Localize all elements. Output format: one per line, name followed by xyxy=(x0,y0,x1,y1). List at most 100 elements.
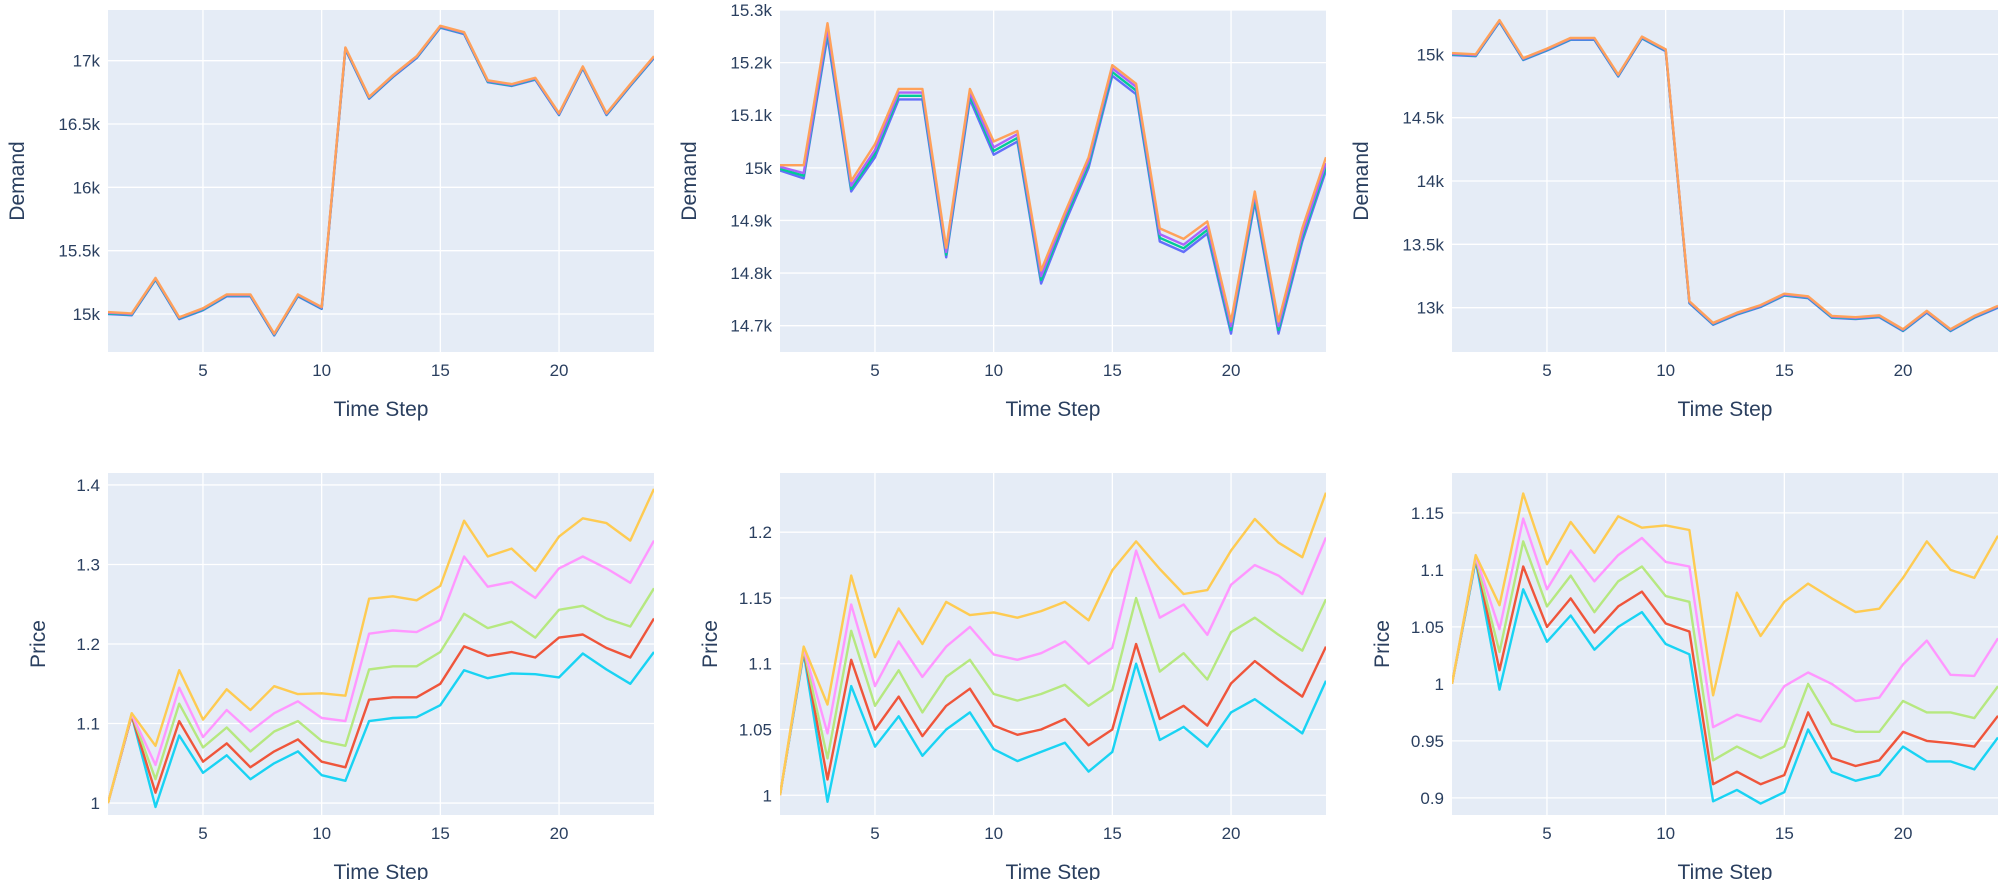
x-tick-label: 5 xyxy=(1542,361,1551,380)
x-tick-label: 15 xyxy=(431,361,450,380)
x-tick-label: 10 xyxy=(1656,824,1675,843)
x-tick-label: 5 xyxy=(1542,824,1551,843)
series-line-1 xyxy=(780,652,1326,803)
y-axis-title: Price xyxy=(699,620,722,668)
series-group xyxy=(108,24,654,337)
chart-panel-5: 5 10 15 20 1 1.05 1.1 1.15 1.2 Time Step Price xyxy=(699,473,1326,880)
series-line-1 xyxy=(108,651,654,809)
plot-area xyxy=(780,10,1326,352)
y-tick-label: 14.8k xyxy=(730,264,772,283)
y-axis-title: Price xyxy=(27,620,50,668)
x-axis-title: Time Step xyxy=(1678,861,1773,880)
x-tick-label: 20 xyxy=(1222,361,1241,380)
x-axis-title: Time Step xyxy=(334,861,429,880)
y-tick-label: 1.2 xyxy=(76,635,100,654)
series-line-3 xyxy=(780,596,1326,796)
x-tick-label: 15 xyxy=(1103,824,1122,843)
x-tick-label: 20 xyxy=(550,824,569,843)
series-line-4 xyxy=(1452,18,1998,331)
chart-panel-4: 5 10 15 20 1 1.1 1.2 1.3 1.4 Time Step Price xyxy=(27,473,654,880)
x-axis-title: Time Step xyxy=(1006,861,1101,880)
series-group xyxy=(108,488,654,809)
y-tick-label: 15.3k xyxy=(730,1,772,20)
y-tick-label: 13.5k xyxy=(1402,235,1444,254)
y-tick-label: 14.9k xyxy=(730,211,772,230)
y-axis-title: Demand xyxy=(678,141,701,220)
series-line-3 xyxy=(108,587,654,804)
x-tick-label: 20 xyxy=(550,361,569,380)
x-tick-label: 20 xyxy=(1894,824,1913,843)
x-tick-label: 15 xyxy=(1775,824,1794,843)
x-tick-label: 5 xyxy=(870,824,879,843)
series-line-5 xyxy=(108,488,654,804)
y-tick-label: 1.1 xyxy=(76,715,100,734)
y-tick-label: 17k xyxy=(73,52,101,71)
series-group xyxy=(1452,492,1998,805)
series-line-4 xyxy=(1452,517,1998,729)
series-line-2 xyxy=(1452,557,1998,786)
series-group xyxy=(780,492,1326,803)
y-tick-label: 14k xyxy=(1417,172,1445,191)
x-axis-title: Time Step xyxy=(334,398,429,421)
plot-area xyxy=(108,10,654,352)
x-tick-label: 5 xyxy=(870,361,879,380)
x-tick-label: 15 xyxy=(1103,361,1122,380)
y-tick-label: 1.15 xyxy=(1411,504,1444,523)
y-tick-label: 1.1 xyxy=(1420,561,1444,580)
y-tick-label: 0.95 xyxy=(1411,732,1444,751)
y-tick-label: 15k xyxy=(745,159,773,178)
x-axis-title: Time Step xyxy=(1006,398,1101,421)
series-line-1 xyxy=(1452,559,1998,805)
y-tick-label: 13k xyxy=(1417,299,1445,318)
x-tick-label: 10 xyxy=(312,361,331,380)
series-line-4 xyxy=(780,537,1326,796)
x-tick-label: 20 xyxy=(1894,361,1913,380)
y-tick-label: 15k xyxy=(73,305,101,324)
series-line-4 xyxy=(108,540,654,804)
y-tick-label: 14.5k xyxy=(1402,109,1444,128)
y-tick-label: 1.15 xyxy=(739,589,772,608)
x-tick-label: 15 xyxy=(431,824,450,843)
x-tick-label: 20 xyxy=(1222,824,1241,843)
series-line-3 xyxy=(1452,540,1998,762)
x-tick-label: 5 xyxy=(198,361,207,380)
chart-panel-6: 5 10 15 20 0.9 0.95 1 1.05 1.1 1.15 Time Step Price xyxy=(1371,473,1998,880)
y-tick-label: 16.5k xyxy=(58,115,100,134)
x-tick-label: 10 xyxy=(1656,361,1675,380)
chart-panel-1: 5 10 15 20 15k 15.5k 16k 16.5k 17k Time Step Deman… xyxy=(6,10,654,421)
x-axis-title: Time Step xyxy=(1678,398,1773,421)
y-tick-label: 15.2k xyxy=(730,54,772,73)
chart-panel-3: 5 10 15 20 13k 13.5k 14k 14.5k 15k Time Step Deman… xyxy=(1350,10,1998,421)
series-group xyxy=(780,22,1326,335)
series-line-4 xyxy=(780,22,1326,323)
y-tick-label: 16k xyxy=(73,178,101,197)
y-axis-title: Demand xyxy=(6,141,29,220)
y-tick-label: 1.4 xyxy=(76,476,100,495)
y-tick-label: 1.2 xyxy=(748,523,772,542)
x-tick-label: 5 xyxy=(198,824,207,843)
series-line-2 xyxy=(108,617,654,804)
y-tick-label: 1.1 xyxy=(748,655,772,674)
y-tick-label: 1.05 xyxy=(739,721,772,740)
y-tick-label: 0.9 xyxy=(1420,789,1444,808)
y-tick-label: 1.3 xyxy=(76,555,100,574)
series-line-5 xyxy=(1452,492,1998,697)
y-tick-label: 15k xyxy=(1417,45,1445,64)
x-tick-label: 10 xyxy=(984,361,1003,380)
y-tick-label: 1.05 xyxy=(1411,618,1444,637)
x-tick-label: 10 xyxy=(312,824,331,843)
y-tick-label: 1 xyxy=(763,786,772,805)
y-tick-label: 15.1k xyxy=(730,106,772,125)
series-group xyxy=(1452,18,1998,333)
y-tick-label: 15.5k xyxy=(58,242,100,261)
y-tick-label: 14.7k xyxy=(730,317,772,336)
x-tick-label: 15 xyxy=(1775,361,1794,380)
y-tick-label: 1 xyxy=(91,794,100,813)
y-axis-title: Price xyxy=(1371,620,1394,668)
series-line-2 xyxy=(780,642,1326,796)
y-tick-label: 1 xyxy=(1435,675,1444,694)
series-line-4 xyxy=(108,24,654,335)
y-axis-title: Demand xyxy=(1350,141,1373,220)
chart-panel-2: 5 10 15 20 14.7k 14.8k 14.9k 15k 15.1k 15.2k 15.3k… xyxy=(678,1,1326,421)
